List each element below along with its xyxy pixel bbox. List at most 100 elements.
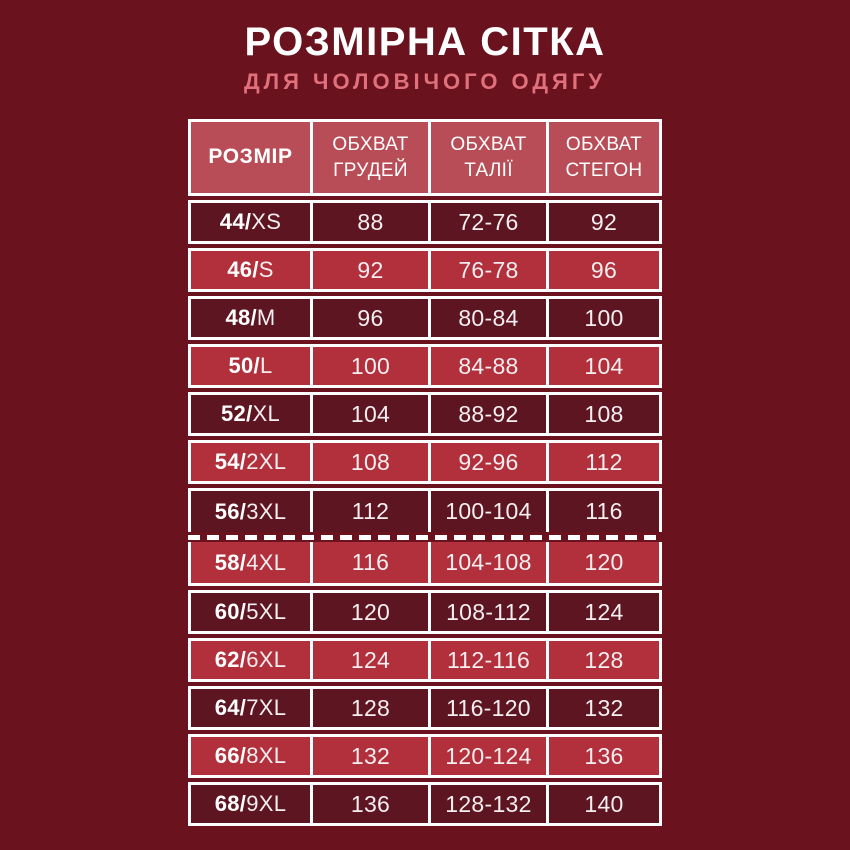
column-header-line: СТЕГОН: [565, 159, 643, 181]
size-number: 60/: [214, 599, 247, 624]
size-letter: 4XL: [246, 549, 287, 575]
size-cell: 52/XL: [191, 395, 310, 433]
waist-cell: 80-84: [428, 299, 546, 337]
hips-cell: 92: [546, 203, 659, 241]
waist-cell: 120-124: [428, 737, 546, 775]
size-number: 44/: [219, 209, 252, 234]
chest-cell: 96: [310, 299, 428, 337]
hips-cell: 100: [546, 299, 659, 337]
column-header: РОЗМІР: [191, 122, 310, 193]
waist-cell: 100-104: [428, 491, 546, 532]
waist-cell: 84-88: [428, 347, 546, 385]
size-cell: 62/6XL: [191, 641, 310, 679]
size-cell: 64/7XL: [191, 689, 310, 727]
size-letter: 6XL: [246, 647, 287, 672]
size-letter: XL: [252, 401, 280, 426]
size-cell: 60/5XL: [191, 593, 310, 631]
hips-cell: 108: [546, 395, 659, 433]
table-row: 66/8XL 132 120-124 136: [188, 734, 662, 778]
waist-cell: 76-78: [428, 251, 546, 289]
hips-cell: 136: [546, 737, 659, 775]
size-letter: M: [256, 305, 276, 330]
size-cell: 68/9XL: [191, 785, 310, 823]
size-number: 50/: [228, 353, 260, 378]
table-row: 68/9XL 136 128-132 140: [188, 782, 662, 826]
waist-cell: 128-132: [428, 785, 546, 823]
size-cell: 56/3XL: [191, 491, 310, 532]
column-header-line: ОБХВАТ: [332, 133, 409, 155]
table-row: 52/XL 104 88-92 108: [188, 392, 662, 436]
table-row: 62/6XL 124 112-116 128: [188, 638, 662, 682]
column-header: ОБХВАТ ТАЛІЇ: [428, 122, 546, 193]
hips-cell: 116: [546, 491, 659, 532]
size-letter: 3XL: [246, 498, 287, 524]
waist-cell: 92-96: [428, 443, 546, 481]
size-cell: 44/XS: [191, 203, 310, 241]
chest-cell: 136: [310, 785, 428, 823]
size-number: 66/: [214, 743, 247, 768]
waist-cell: 88-92: [428, 395, 546, 433]
table-header-row: РОЗМІР ОБХВАТ ГРУДЕЙ ОБХВАТ ТАЛІЇ ОБХВАТ СТЕГО…: [188, 119, 662, 196]
waist-cell: 112-116: [428, 641, 546, 679]
chest-cell: 100: [310, 347, 428, 385]
column-header-line: ГРУДЕЙ: [333, 159, 408, 181]
waist-cell: 116-120: [428, 689, 546, 727]
size-cell: 50/L: [191, 347, 310, 385]
size-letter: 7XL: [246, 695, 287, 720]
size-number: 68/: [214, 791, 247, 816]
chest-cell: 120: [310, 593, 428, 631]
size-number: 58/: [214, 549, 247, 575]
table-row: 44/XS 88 72-76 92: [188, 200, 662, 244]
chest-cell: 128: [310, 689, 428, 727]
size-number: 48/: [225, 305, 257, 330]
table-row: 56/3XL 112 100-104 116: [188, 488, 662, 532]
hips-cell: 112: [546, 443, 659, 481]
chest-cell: 92: [310, 251, 428, 289]
hips-cell: 120: [546, 542, 659, 583]
size-cell: 66/8XL: [191, 737, 310, 775]
table-row: 46/S 92 76-78 96: [188, 248, 662, 292]
table-row: 58/4XL 116 104-108 120: [188, 542, 662, 586]
waist-cell: 72-76: [428, 203, 546, 241]
size-cell: 46/S: [191, 251, 310, 289]
chest-cell: 124: [310, 641, 428, 679]
table-row: 60/5XL 120 108-112 124: [188, 590, 662, 634]
column-header: ОБХВАТ ГРУДЕЙ: [310, 122, 428, 193]
size-letter: 2XL: [246, 449, 287, 474]
hips-cell: 96: [546, 251, 659, 289]
size-letter: S: [258, 257, 274, 282]
size-number: 56/: [214, 498, 247, 524]
table-row: 50/L 100 84-88 104: [188, 344, 662, 388]
size-letter: 9XL: [246, 791, 287, 816]
column-header-line: ОБХВАТ: [565, 133, 643, 155]
dashed-divider: [188, 534, 662, 540]
chest-cell: 104: [310, 395, 428, 433]
column-header-line: ТАЛІЇ: [464, 159, 513, 181]
hips-cell: 124: [546, 593, 659, 631]
chest-cell: 132: [310, 737, 428, 775]
size-number: 54/: [214, 449, 247, 474]
size-cell: 58/4XL: [191, 542, 310, 583]
hips-cell: 128: [546, 641, 659, 679]
waist-cell: 108-112: [428, 593, 546, 631]
column-header-line: РОЗМІР: [208, 145, 293, 169]
size-number: 64/: [214, 695, 247, 720]
page-title: РОЗМІРНА СІТКА: [244, 20, 606, 64]
size-table: РОЗМІР ОБХВАТ ГРУДЕЙ ОБХВАТ ТАЛІЇ ОБХВАТ СТЕГО…: [188, 119, 662, 826]
hips-cell: 132: [546, 689, 659, 727]
column-header: ОБХВАТ СТЕГОН: [546, 122, 659, 193]
size-number: 62/: [214, 647, 247, 672]
table-row: 64/7XL 128 116-120 132: [188, 686, 662, 730]
size-letter: 8XL: [246, 743, 287, 768]
column-header-line: ОБХВАТ: [450, 133, 527, 155]
size-cell: 48/M: [191, 299, 310, 337]
chest-cell: 88: [310, 203, 428, 241]
dashed-divider-line: [188, 534, 662, 540]
table-row: 48/M 96 80-84 100: [188, 296, 662, 340]
size-number: 52/: [221, 401, 253, 426]
size-cell: 54/2XL: [191, 443, 310, 481]
size-letter: 5XL: [246, 599, 287, 624]
size-number: 46/: [227, 257, 259, 282]
size-letter: XS: [251, 209, 282, 234]
